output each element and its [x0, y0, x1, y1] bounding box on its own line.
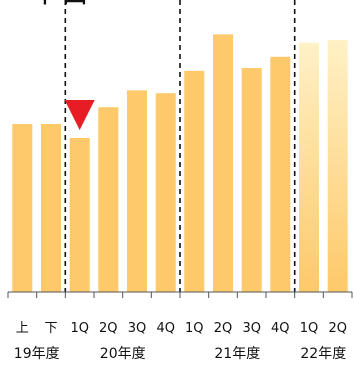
bar: [98, 107, 119, 292]
group-separators: [64, 0, 296, 292]
category-tick-label: 2Q: [99, 321, 118, 336]
category-tick-label: 4Q: [156, 321, 175, 336]
bar: [327, 40, 348, 292]
category-tick-label: 3Q: [128, 321, 147, 336]
category-tick-label: 4Q: [271, 321, 290, 336]
chart-title-fragment: 中目: [30, 0, 90, 8]
category-tick-label: 3Q: [242, 321, 261, 336]
bar: [155, 93, 176, 292]
group-labels: 19年度 20年度 21年度 22年度: [14, 346, 346, 362]
category-tick-label: 2Q: [214, 321, 233, 336]
category-tick-label: 2Q: [328, 321, 347, 336]
group-label: 20年度: [100, 346, 146, 362]
category-tick-label: 1Q: [300, 321, 319, 336]
down-triangle-marker-icon: [64, 100, 95, 130]
group-label: 19年度: [14, 346, 60, 362]
markers-layer: [64, 100, 95, 130]
bar: [299, 42, 319, 292]
bar: [213, 34, 233, 293]
x-axis: [7, 291, 353, 298]
group-label: 21年度: [214, 346, 260, 362]
category-tick-label: 下: [44, 321, 57, 336]
bar: [69, 138, 90, 292]
bars-layer: [12, 34, 348, 293]
category-tick-label: 1Q: [70, 321, 89, 336]
category-tick-labels: 上下 1Q 2Q 3Q 4Q 1Q 2Q 3Q 4Q 1Q 2Q: [16, 321, 347, 336]
bar: [127, 90, 147, 293]
bar: [270, 56, 291, 292]
bar: [241, 68, 262, 292]
group-label: 22年度: [300, 346, 346, 362]
bar: [41, 124, 61, 292]
category-tick-label: 1Q: [185, 321, 204, 336]
bar: [184, 70, 205, 292]
bar: [12, 124, 33, 292]
category-tick-label: 上: [16, 321, 29, 336]
